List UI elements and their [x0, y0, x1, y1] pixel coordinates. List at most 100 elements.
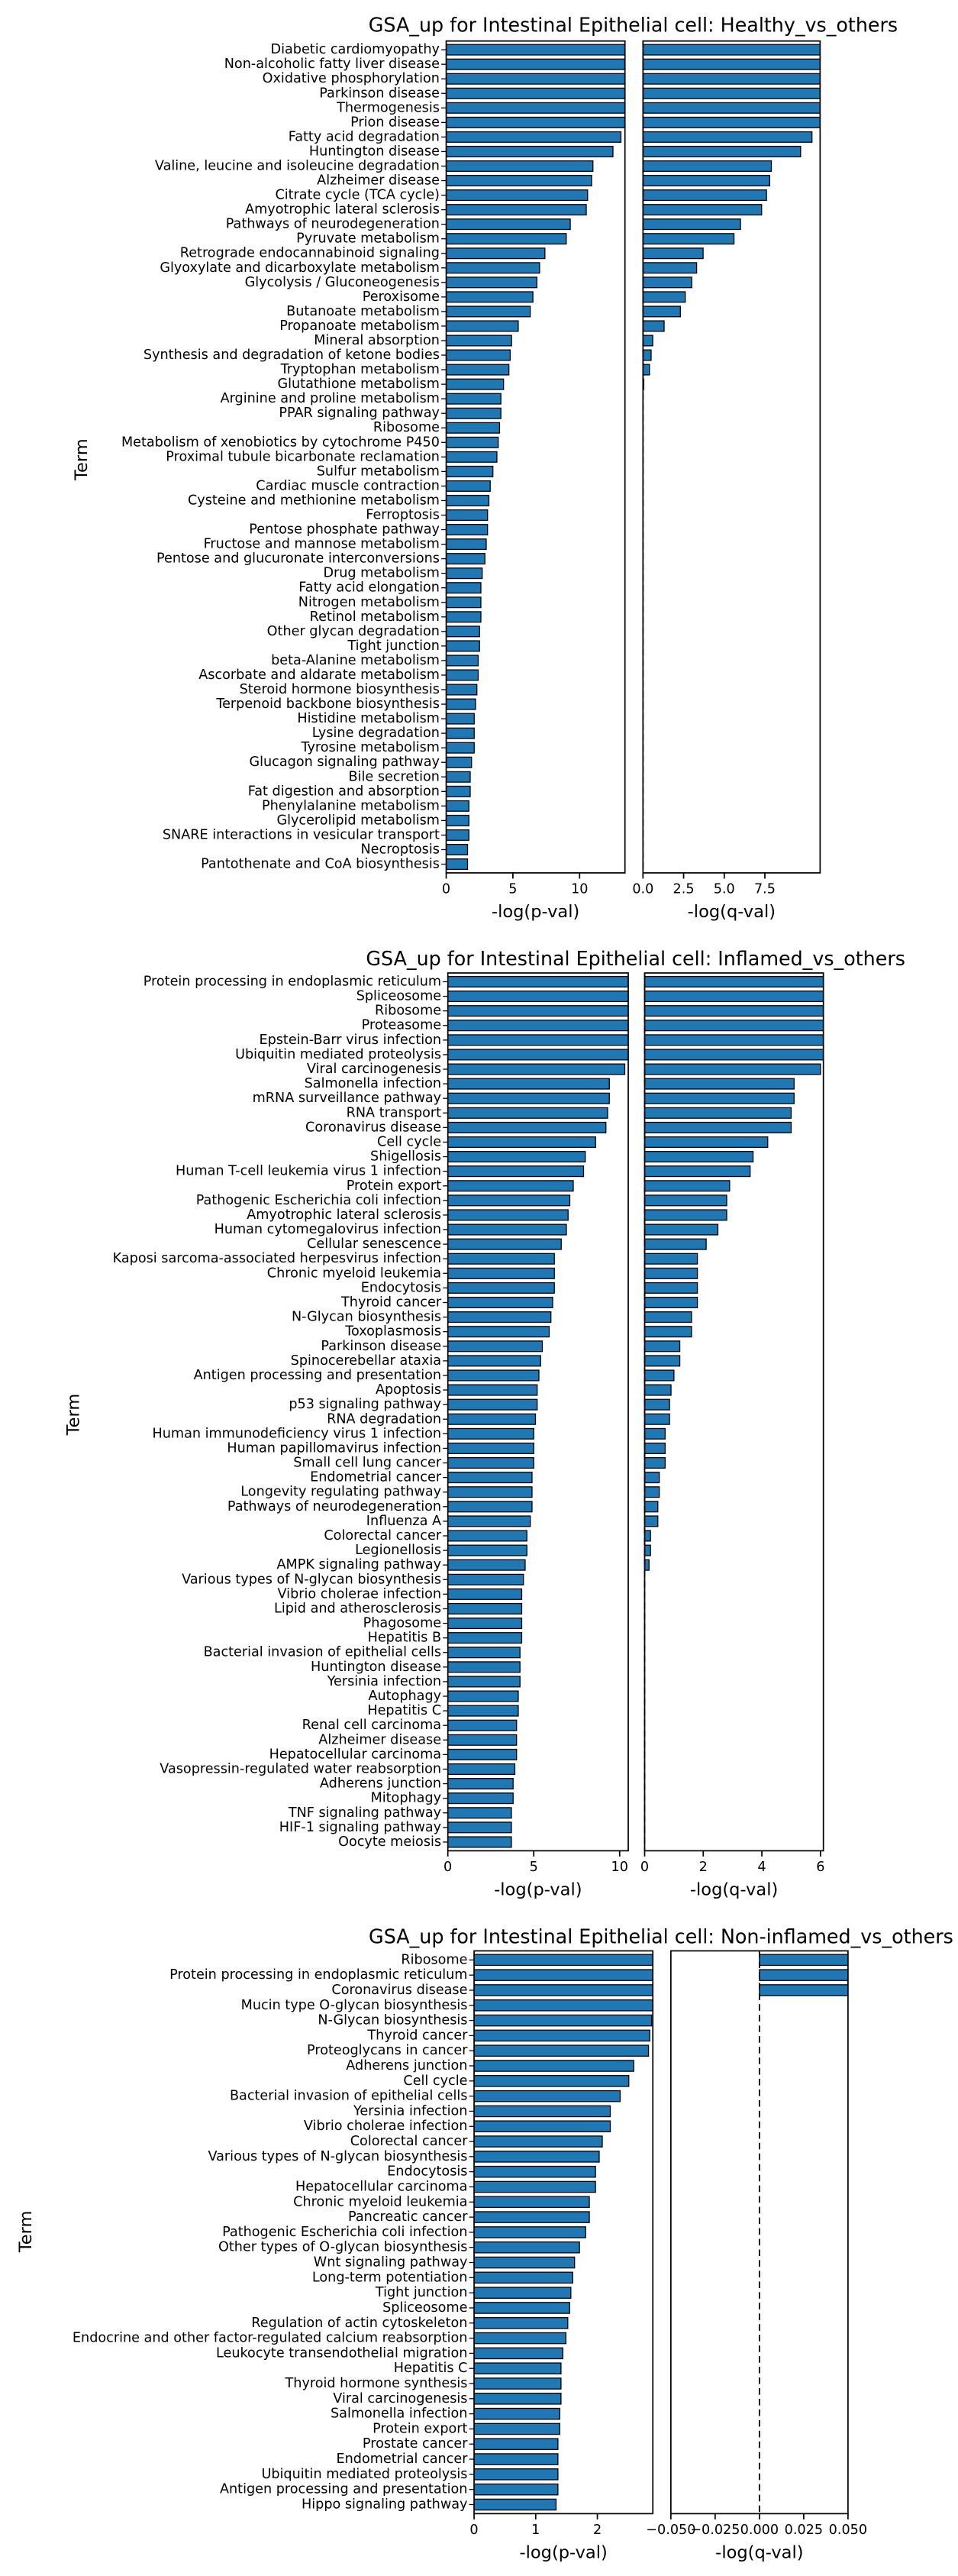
bar [447, 1719, 518, 1731]
category-label: Spliceosome [382, 2300, 467, 2316]
category-label: Cell cycle [377, 1134, 441, 1149]
bar [446, 276, 538, 289]
chart-title: GSA_up for Intestinal Epithelial cell: H… [369, 13, 898, 36]
bar [446, 713, 475, 725]
x-tick-label: 0.050 [829, 2523, 867, 2538]
x-tick-label: 2 [593, 2523, 602, 2538]
category-label: Hepatocellular carcinoma [269, 1747, 441, 1762]
bar [644, 1515, 659, 1527]
x-tick-label: 2 [699, 1860, 708, 1875]
bar [644, 1311, 692, 1324]
bar [447, 1136, 596, 1149]
bar [644, 1092, 795, 1104]
category-label: Glyoxylate and dicarboxylate metabolism [160, 260, 440, 276]
category-label: Salmonella infection [331, 2406, 467, 2422]
bar [644, 1442, 666, 1454]
bar [446, 582, 482, 594]
x-axis-label: -log(q-val) [688, 902, 776, 922]
category-label: Cardiac muscle contraction [256, 478, 440, 493]
bar [643, 276, 692, 289]
category-label: SNARE interactions in vesicular transpor… [163, 827, 440, 842]
bar [447, 1398, 538, 1411]
bars [474, 1954, 653, 2511]
bar [447, 1705, 519, 1717]
bar [447, 1252, 555, 1265]
y-axis-label: Term [72, 438, 92, 481]
bar [447, 1282, 555, 1294]
bar [446, 509, 489, 522]
bar [759, 1954, 848, 1967]
category-label: Mitophagy [371, 1791, 441, 1806]
bar [474, 2105, 611, 2118]
bar [447, 1384, 538, 1396]
bar [447, 1355, 541, 1367]
category-label: Viral carcinogenesis [333, 2391, 467, 2406]
bar [447, 1107, 608, 1119]
bar [643, 116, 821, 128]
bar [446, 596, 482, 609]
category-label: Coronavirus disease [331, 1983, 467, 1998]
category-label: Ascorbate and aldarate metabolism [198, 667, 440, 683]
bar [447, 1326, 550, 1338]
bar [447, 1807, 512, 1819]
category-label: Glutathione metabolism [277, 377, 439, 392]
bar [447, 1369, 540, 1382]
category-label: Pathways of neurodegeneration [226, 217, 440, 232]
category-label: Human cytomegalovirus infection [215, 1222, 441, 1237]
bar [446, 204, 587, 216]
bar [447, 1092, 610, 1104]
bar [446, 247, 546, 260]
bar [447, 1296, 553, 1309]
bar [644, 991, 824, 1003]
category-label: Apoptosis [376, 1382, 441, 1398]
x-tick-label: 5 [530, 1860, 538, 1875]
x-axis-label: -log(p-val) [519, 2542, 607, 2562]
category-label: p53 signaling pathway [289, 1397, 441, 1412]
bar [447, 1676, 521, 1688]
x-tick-label: 0 [442, 881, 450, 897]
x-axis-label: -log(q-val) [715, 2542, 803, 2562]
category-label: Various types of N-glycan biosynthesis [208, 2149, 467, 2164]
bars [644, 975, 824, 1571]
bar [644, 1486, 660, 1498]
x-axis-label: -log(q-val) [690, 1879, 778, 1899]
y-axis-label: Term [16, 2211, 36, 2254]
category-label: Leukocyte transendothelial migration [216, 2345, 467, 2361]
bar [446, 131, 622, 143]
category-label: Necroptosis [361, 842, 440, 857]
bar [643, 335, 653, 347]
bar [474, 2165, 596, 2178]
category-label: Drug metabolism [323, 566, 439, 581]
bar [474, 2316, 569, 2329]
category-label: Oocyte meiosis [338, 1834, 441, 1850]
bar [474, 2135, 603, 2148]
category-label: Phagosome [363, 1616, 441, 1631]
category-label: Pancreatic cancer [348, 2209, 468, 2225]
category-label: Cell cycle [403, 2073, 467, 2089]
bar [447, 1588, 523, 1600]
bar [446, 393, 502, 405]
category-label: Hepatitis C [367, 1703, 441, 1718]
chart-title: GSA_up for Intestinal Epithelial cell: I… [366, 947, 905, 970]
category-label: Ubiquitin mediated proteolysis [261, 2467, 467, 2482]
bar [644, 1384, 672, 1396]
bar [644, 1559, 650, 1571]
bar [474, 2362, 562, 2374]
category-label: Adherens junction [320, 1776, 441, 1792]
bar [644, 1296, 698, 1309]
bar [446, 189, 589, 202]
x-tick-label: −0.025 [690, 2523, 740, 2538]
bar [643, 160, 773, 172]
bar [446, 233, 567, 245]
category-label: Autophagy [368, 1689, 441, 1704]
bar [643, 175, 771, 187]
bar [446, 843, 469, 855]
bar [446, 451, 498, 463]
category-label: Influenza A [366, 1514, 441, 1529]
category-label: Prostate cancer [363, 2436, 468, 2452]
category-label: Thyroid hormone synthesis [285, 2376, 468, 2391]
category-label: Sulfur metabolism [317, 464, 440, 479]
category-label: Proteasome [362, 1018, 441, 1033]
bars [446, 44, 625, 871]
category-label: Cellular senescence [307, 1236, 441, 1252]
